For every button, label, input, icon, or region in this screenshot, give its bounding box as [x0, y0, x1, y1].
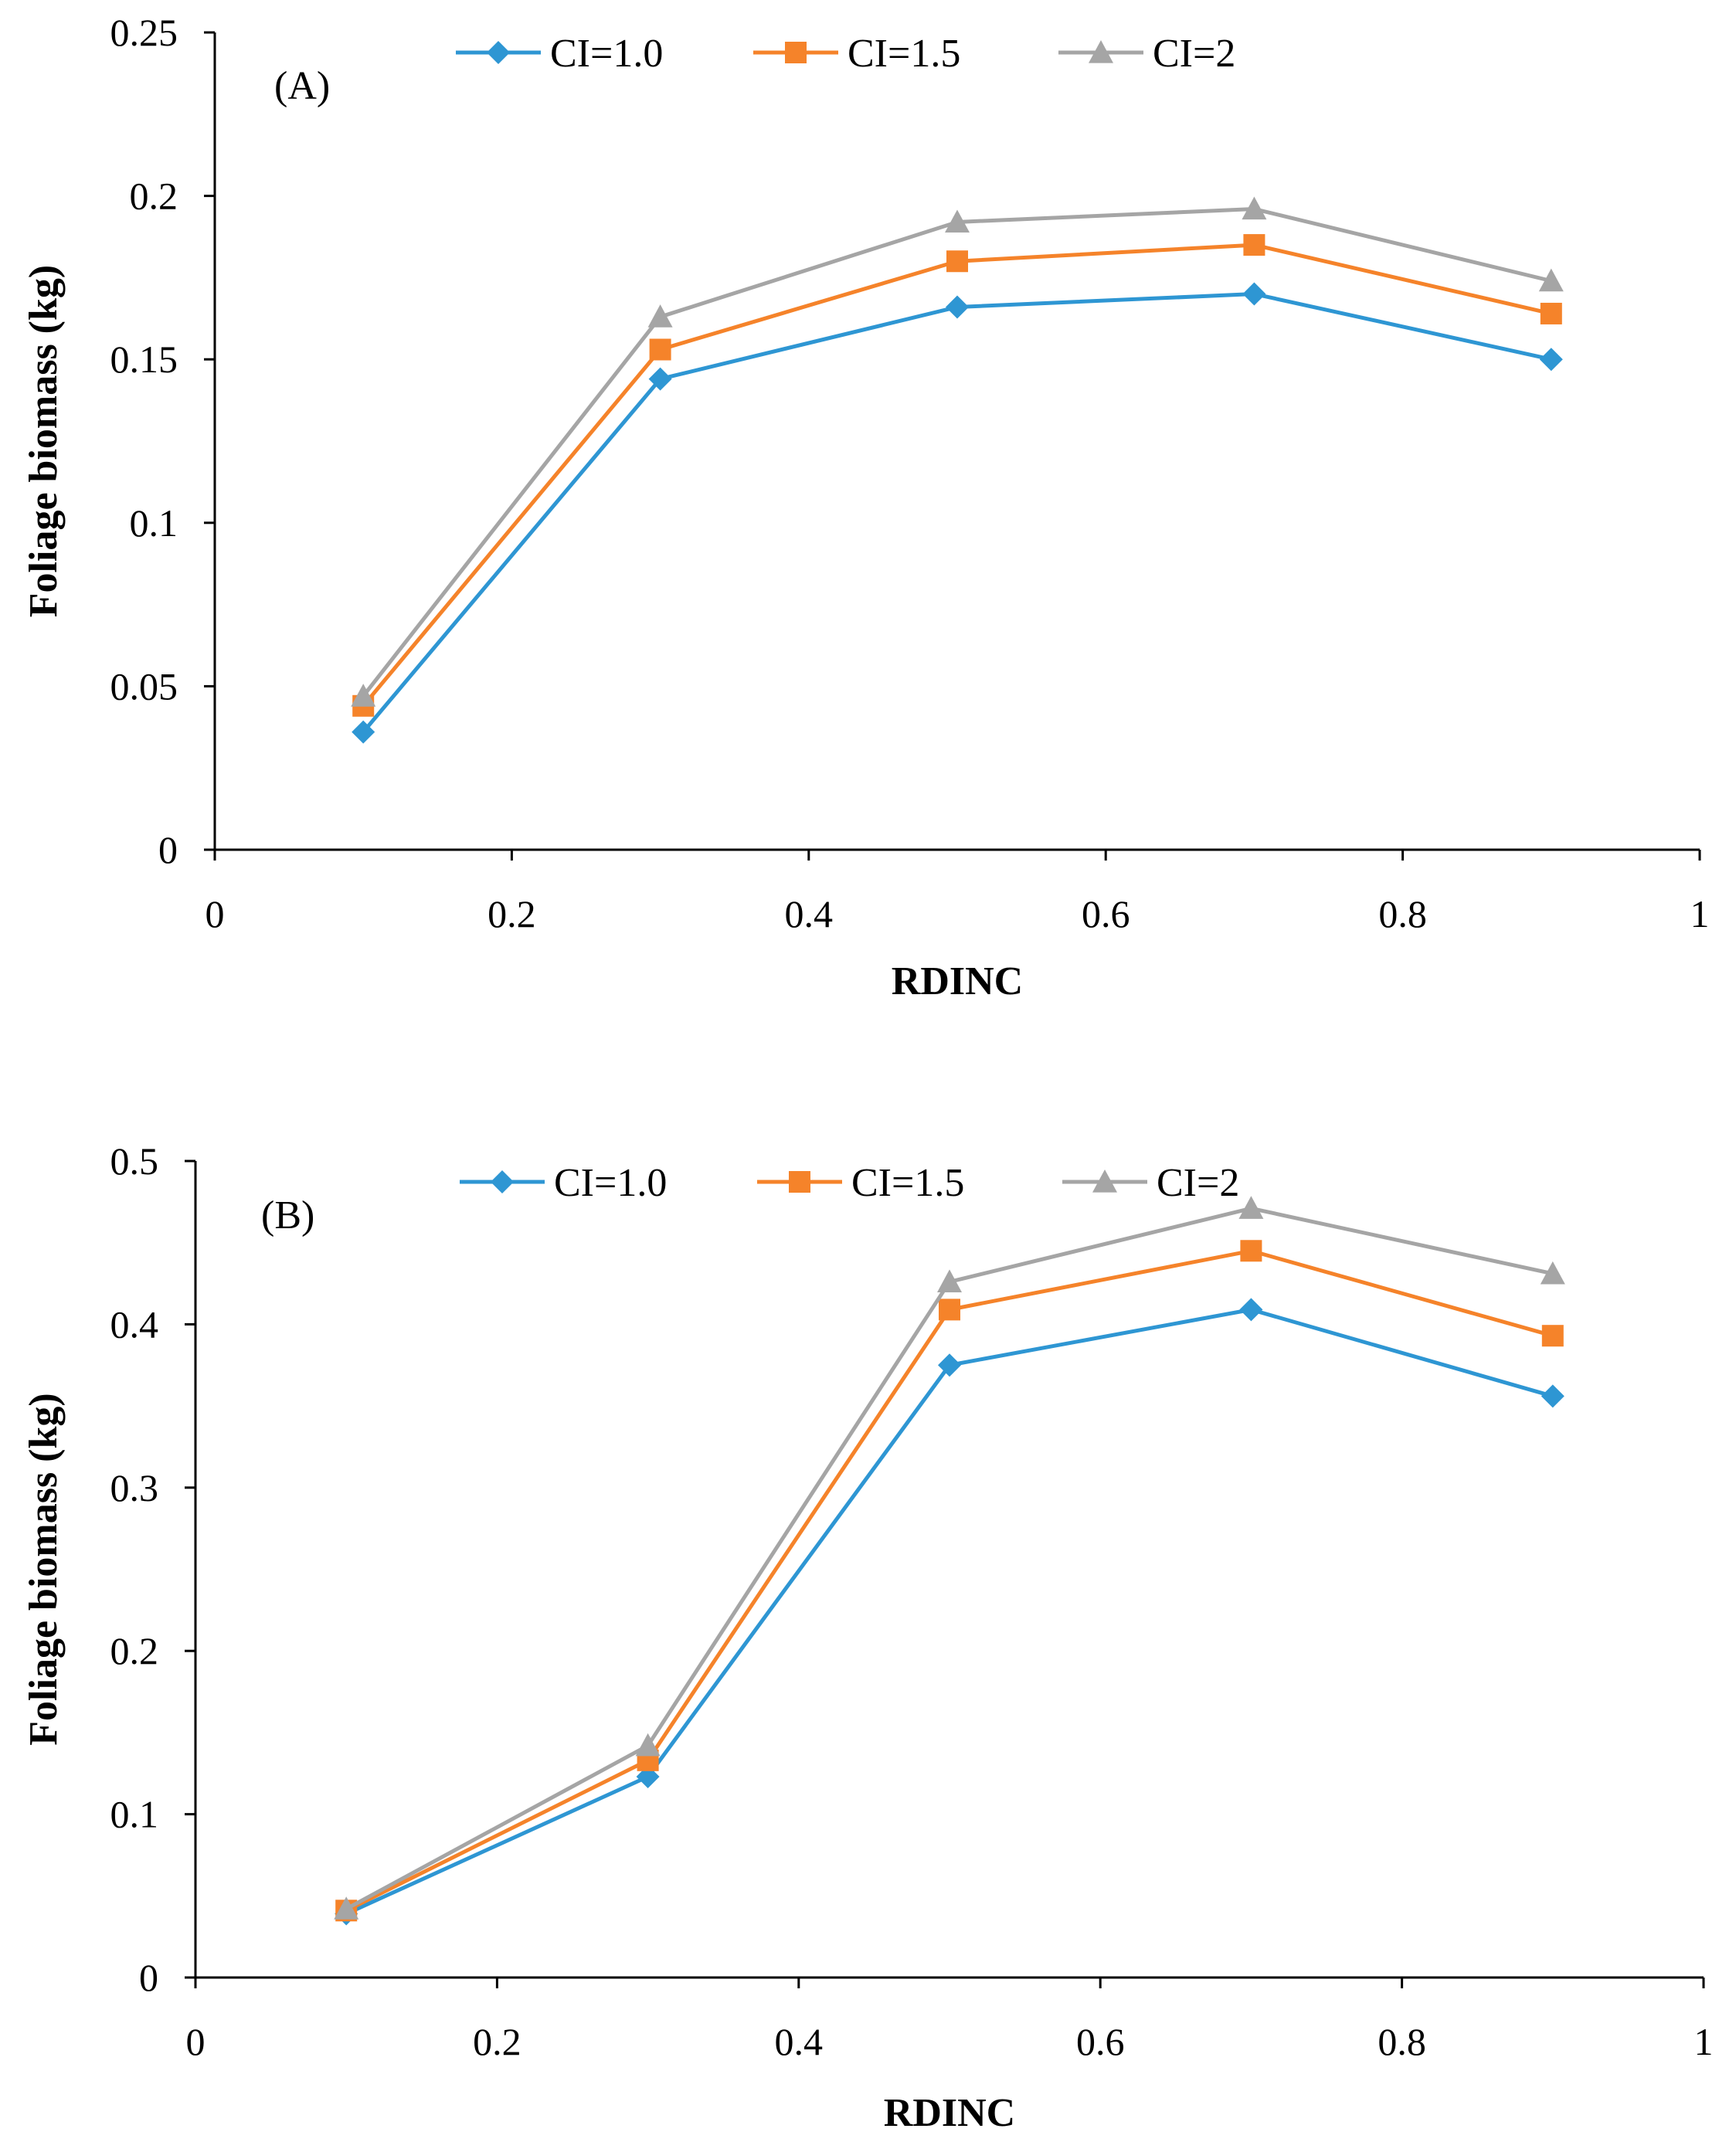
data-point-b-2	[334, 1896, 359, 1920]
data-point-a-1	[946, 250, 968, 273]
y-tick-label-a: 0.2	[130, 175, 178, 218]
x-tick-label-b: 0.6	[1076, 2020, 1125, 2063]
legend-label-a-2: CI=2	[1153, 32, 1235, 76]
legend-marker-a-1	[785, 42, 807, 63]
data-point-b-2	[1540, 1261, 1565, 1285]
data-point-b-0	[1541, 1384, 1564, 1408]
legend-label-b-2: CI=2	[1157, 1161, 1239, 1205]
y-axis-title-a: Foliage biomass (kg)	[22, 265, 66, 617]
legend-label-a-0: CI=1.0	[550, 32, 663, 76]
y-axis-title-b: Foliage biomass (kg)	[22, 1393, 66, 1745]
x-tick-label-b: 0	[186, 2020, 206, 2063]
y-tick-label-b: 0.1	[110, 1793, 159, 1836]
series-line-a-0	[362, 292, 1552, 734]
data-point-b-1	[939, 1299, 960, 1321]
data-point-a-2	[1538, 268, 1564, 292]
data-point-a-1	[1540, 302, 1562, 324]
data-point-a-0	[1242, 282, 1266, 306]
legend-marker-b-2	[1092, 1170, 1117, 1193]
data-point-a-0	[1539, 348, 1563, 372]
x-tick-label-a: 0.8	[1378, 892, 1427, 935]
x-tick-label-a: 0	[206, 892, 225, 935]
panel-label-a: (A)	[274, 64, 330, 108]
data-point-a-0	[946, 295, 969, 319]
y-tick-label-a: 0.15	[110, 338, 178, 381]
data-point-a-0	[648, 367, 672, 391]
data-point-b-1	[1240, 1240, 1262, 1262]
legend-b: CI=1.0 CI=1.5 CI=2	[460, 1161, 1239, 1205]
y-tick-label-b: 0.2	[110, 1629, 159, 1672]
legend-marker-b-0	[491, 1170, 514, 1193]
series-line-b-0	[345, 1307, 1554, 1916]
data-point-a-2	[647, 304, 673, 328]
y-tick-label-a: 0	[158, 828, 178, 871]
y-tick-label-b: 0.5	[110, 1139, 159, 1183]
x-tick-label-b: 1	[1694, 2020, 1714, 2063]
panel-label-b: (B)	[261, 1193, 314, 1237]
y-tick-label-a: 0.05	[110, 664, 178, 708]
x-axis-title-b: RDINC	[884, 2091, 1015, 2135]
y-tick-label-b: 0.4	[110, 1302, 159, 1346]
legend-label-b-1: CI=1.5	[851, 1161, 964, 1205]
x-tick-label-b: 0.2	[473, 2020, 521, 2063]
legend-marker-b-1	[789, 1171, 810, 1193]
y-tick-label-a: 0.25	[110, 11, 178, 54]
data-point-a-0	[352, 720, 375, 744]
chart-panel-a: 0 0.05 0.1 0.15 0.2 0.25 0 0.2 0.4 0.6 0.8 1 RDINC Fo…	[22, 11, 1710, 1003]
legend-a: CI=1.0 CI=1.5 CI=2	[456, 32, 1235, 76]
data-point-b-2	[635, 1733, 661, 1757]
x-tick-label-a: 0.6	[1082, 892, 1130, 935]
x-tick-label-a: 0.4	[785, 892, 834, 935]
legend-marker-a-0	[487, 41, 510, 64]
data-point-a-2	[945, 209, 970, 233]
legend-label-a-1: CI=1.5	[848, 32, 960, 76]
data-point-b-0	[1239, 1298, 1263, 1322]
x-tick-label-a: 0.2	[488, 892, 536, 935]
series-line-a-2	[362, 207, 1552, 698]
x-axis-title-a: RDINC	[892, 959, 1023, 1003]
y-tick-label-b: 0.3	[110, 1466, 159, 1509]
x-tick-label-b: 0.4	[775, 2020, 824, 2063]
data-point-b-0	[938, 1353, 961, 1377]
legend-marker-a-2	[1089, 40, 1113, 63]
y-tick-label-b: 0	[139, 1956, 158, 1999]
data-point-b-2	[937, 1269, 962, 1293]
data-point-a-2	[1242, 196, 1267, 220]
data-point-a-2	[351, 684, 376, 707]
chart-panel-b: 0 0.1 0.2 0.3 0.4 0.5 0 0.2 0.4 0.6 0.8 1 RDINC Folia…	[22, 1139, 1714, 2135]
data-point-b-1	[1541, 1325, 1564, 1347]
x-tick-label-b: 0.8	[1378, 2020, 1426, 2063]
data-point-a-1	[1243, 234, 1265, 256]
y-tick-label-a: 0.1	[130, 501, 178, 545]
x-tick-label-a: 1	[1690, 892, 1710, 935]
data-point-b-2	[1238, 1196, 1264, 1219]
data-point-a-1	[649, 338, 671, 361]
legend-label-b-0: CI=1.0	[554, 1161, 667, 1205]
